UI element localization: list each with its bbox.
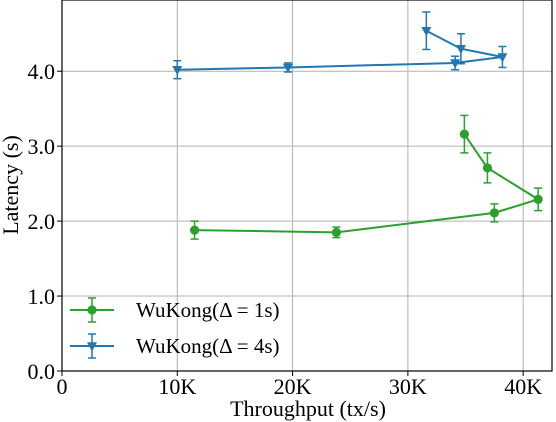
series-1 bbox=[189, 114, 543, 240]
series-layer bbox=[172, 11, 543, 240]
x-tick-label: 20K bbox=[274, 374, 312, 399]
y-tick-label: 2.0 bbox=[28, 209, 56, 234]
series-2 bbox=[172, 11, 508, 80]
data-point bbox=[459, 129, 469, 139]
legend: WuKong(Δ = 1s) WuKong(Δ = 4s) bbox=[70, 297, 280, 359]
data-point bbox=[489, 208, 499, 218]
data-point bbox=[282, 63, 293, 73]
y-axis-label: Latency (s) bbox=[0, 135, 23, 235]
data-point bbox=[172, 65, 183, 76]
data-point bbox=[450, 59, 461, 69]
x-tick-label: 10K bbox=[158, 374, 196, 399]
series-line bbox=[194, 133, 541, 234]
y-tick-label: 4.0 bbox=[28, 59, 56, 84]
y-tick-label: 3.0 bbox=[28, 134, 56, 159]
y-tick-label: 0.0 bbox=[28, 359, 56, 384]
x-tick-label: 0 bbox=[57, 374, 68, 399]
legend-marker bbox=[87, 342, 97, 352]
data-point bbox=[189, 225, 200, 235]
ticks: 0 10K 20K 30K 40K 0.0 1.0 2.0 3.0 4.0 bbox=[28, 59, 543, 399]
data-point bbox=[455, 44, 466, 55]
data-point bbox=[533, 194, 543, 204]
data-point bbox=[482, 163, 493, 173]
legend-entry-1: WuKong(Δ = 1s) bbox=[70, 297, 280, 323]
legend-label: WuKong(Δ = 1s) bbox=[136, 298, 280, 322]
series-line bbox=[177, 29, 503, 71]
plot-frame bbox=[61, 0, 553, 372]
x-tick-label: 40K bbox=[504, 374, 542, 399]
legend-entry-2: WuKong(Δ = 4s) bbox=[70, 333, 280, 359]
data-point bbox=[331, 227, 341, 237]
data-point bbox=[497, 53, 508, 63]
y-tick-label: 1.0 bbox=[28, 284, 56, 309]
x-tick-label: 30K bbox=[389, 374, 427, 399]
data-point bbox=[421, 26, 432, 37]
legend-label: WuKong(Δ = 4s) bbox=[136, 334, 280, 358]
x-axis-label: Throughput (tx/s) bbox=[230, 396, 386, 421]
legend-marker bbox=[87, 305, 97, 315]
